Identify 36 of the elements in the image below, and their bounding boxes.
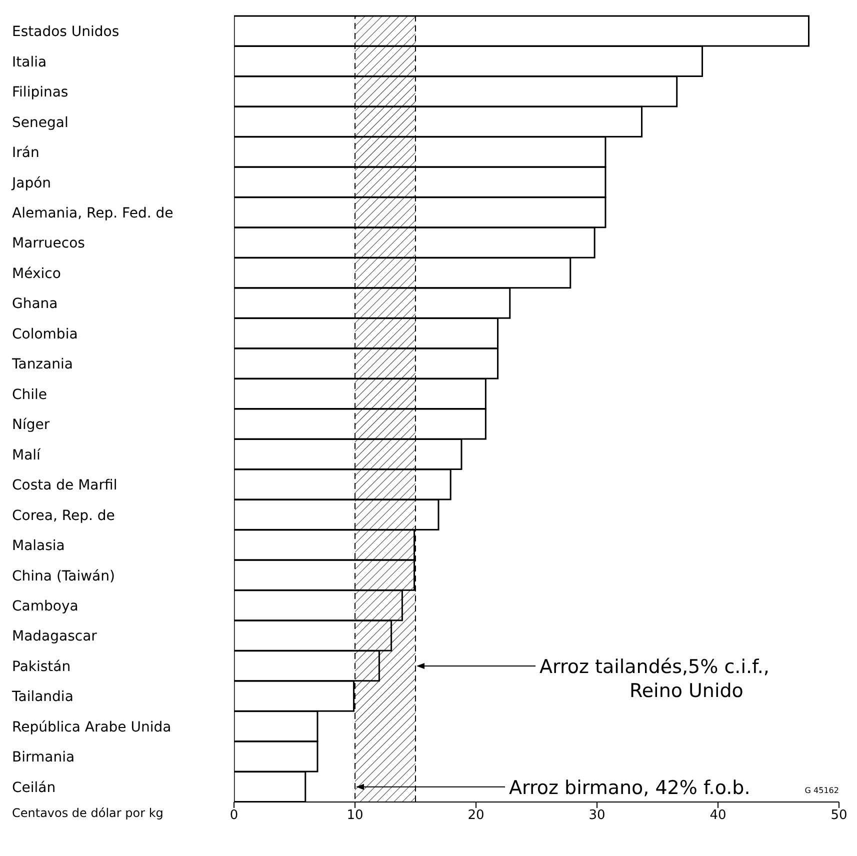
y-tick-label: Tanzania xyxy=(11,356,73,373)
y-tick-label: Tailandia xyxy=(11,689,74,706)
x-tick-label: 0 xyxy=(230,808,238,824)
x-axis-title: Centavos de dólar por kg xyxy=(12,806,164,820)
y-tick-label: Japón xyxy=(11,175,52,192)
y-tick-label: Alemania, Rep. Fed. de xyxy=(12,206,174,222)
annotation: G 45162 xyxy=(804,786,839,795)
y-tick-label: Birmania xyxy=(12,750,75,766)
y-tick-label: Colombia xyxy=(12,326,78,342)
y-tick-label: Ghana xyxy=(12,296,58,312)
y-tick-label: Marruecos xyxy=(12,236,85,252)
annotation: Arroz birmano, 42% f.o.b. xyxy=(509,776,750,799)
y-tick-label: Malí xyxy=(12,447,42,464)
y-tick-label: Estados Unidos xyxy=(12,24,120,40)
y-tick-label: Camboya xyxy=(12,598,78,614)
y-tick-label: Irán xyxy=(12,145,40,162)
y-tick-label: Italia xyxy=(12,54,47,70)
y-tick-label: Filipinas xyxy=(12,84,68,101)
y-tick-label: Costa de Marfil xyxy=(12,478,118,494)
y-tick-label: Níger xyxy=(12,417,50,434)
x-tick-label: 20 xyxy=(468,808,484,824)
y-tick-label: Senegal xyxy=(12,114,68,131)
x-tick-label: 40 xyxy=(710,808,726,824)
y-tick-label: Ceilán xyxy=(12,780,56,796)
y-tick-label: Pakistán xyxy=(12,658,71,675)
y-tick-label: Corea, Rep. de xyxy=(12,508,115,524)
x-tick-label: 50 xyxy=(830,808,848,824)
y-tick-label: Malasia xyxy=(12,538,65,554)
y-tick-label: República Arabe Unida xyxy=(12,719,172,736)
y-tick-label: México xyxy=(12,266,61,282)
y-tick-label: China (Taiwán) xyxy=(12,568,115,584)
x-tick-label: 10 xyxy=(346,808,364,824)
annotation: Arroz tailandés,5% c.i.f., Reino Unido xyxy=(540,656,770,702)
y-tick-label: Chile xyxy=(12,386,48,403)
y-tick-label: Madagascar xyxy=(12,628,98,645)
x-tick-label: 30 xyxy=(588,808,606,824)
